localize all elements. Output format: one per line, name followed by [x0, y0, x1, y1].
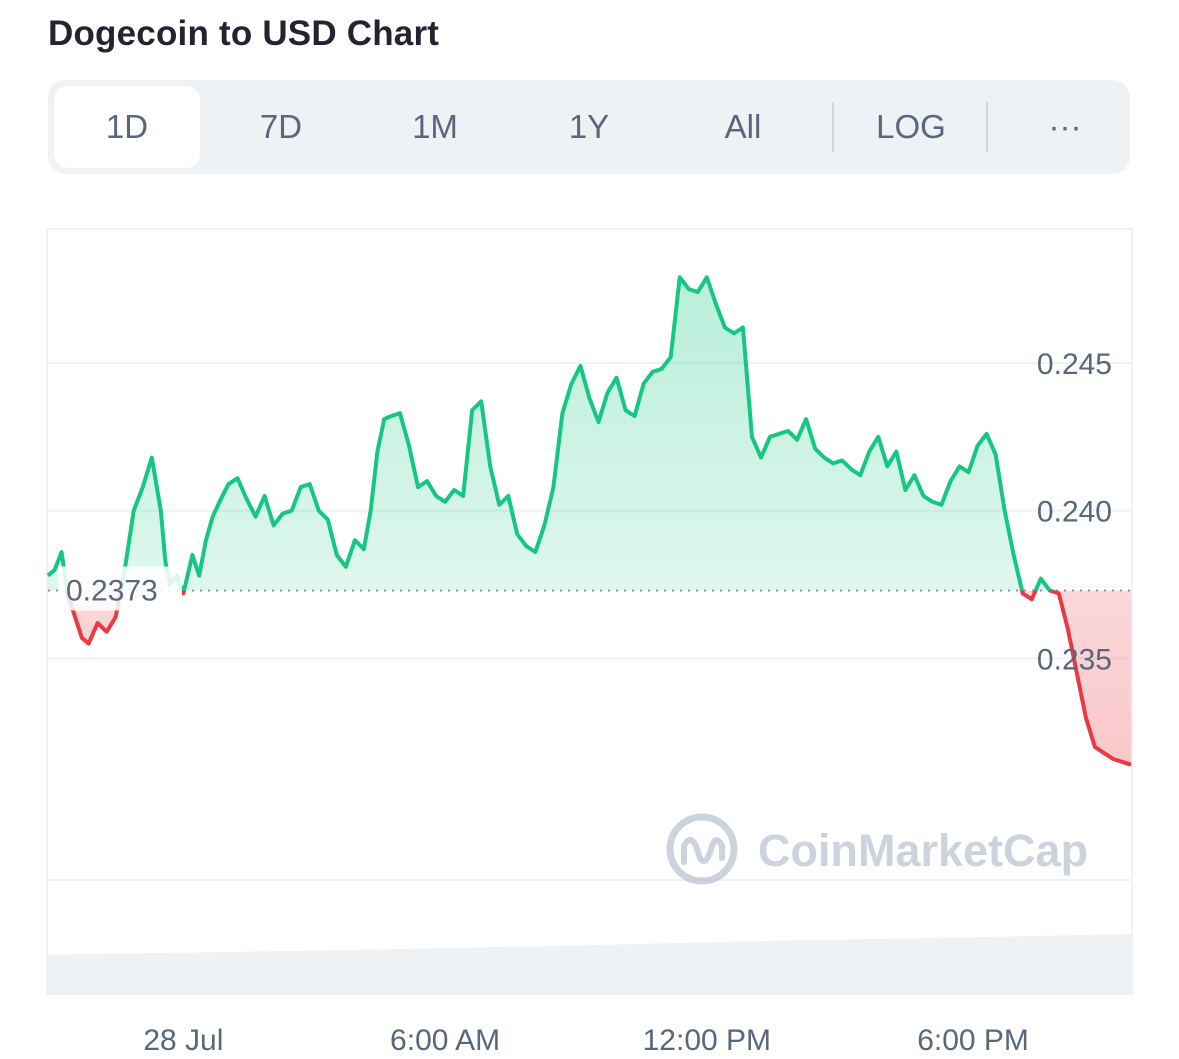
tab-all[interactable]: All [724, 108, 762, 145]
y-tick-label: 0.245 [1037, 348, 1112, 381]
x-tick-label: 6:00 PM [917, 1024, 1029, 1057]
watermark-text: CoinMarketCap [758, 825, 1088, 876]
more-options-button[interactable]: ··· [1048, 108, 1082, 145]
tab-log[interactable]: LOG [876, 108, 946, 145]
coinmarketcap-logo-icon [666, 813, 738, 885]
volume-area [48, 933, 1131, 993]
x-tick-label: 12:00 PM [643, 1024, 771, 1057]
baseline-label: 0.2373 [66, 574, 158, 607]
chart-frame [46, 228, 1133, 995]
tab-1m[interactable]: 1M [412, 108, 458, 145]
price-line-up [46, 275, 1057, 591]
tab-7d[interactable]: 7D [259, 108, 303, 145]
watermark: CoinMarketCap [666, 813, 1088, 885]
baseline-label-background [58, 566, 182, 611]
tab-separator [986, 102, 988, 152]
tab-1d[interactable]: 1D [54, 86, 200, 168]
page-title: Dogecoin to USD Chart [48, 14, 440, 53]
y-tick-label: 0.240 [1037, 496, 1112, 529]
price-area-above-baseline [48, 277, 1050, 591]
tab-separator [832, 102, 834, 152]
timeframe-tabs: 1D 7D 1M 1Y All LOG ··· [48, 80, 1130, 174]
coinmarketcap-logo-mark-icon [681, 837, 725, 865]
x-tick-label: 6:00 AM [390, 1024, 500, 1057]
tab-1y[interactable]: 1Y [568, 108, 610, 145]
x-tick-label: 28 Jul [143, 1024, 223, 1057]
y-tick-label: 0.235 [1037, 643, 1112, 676]
